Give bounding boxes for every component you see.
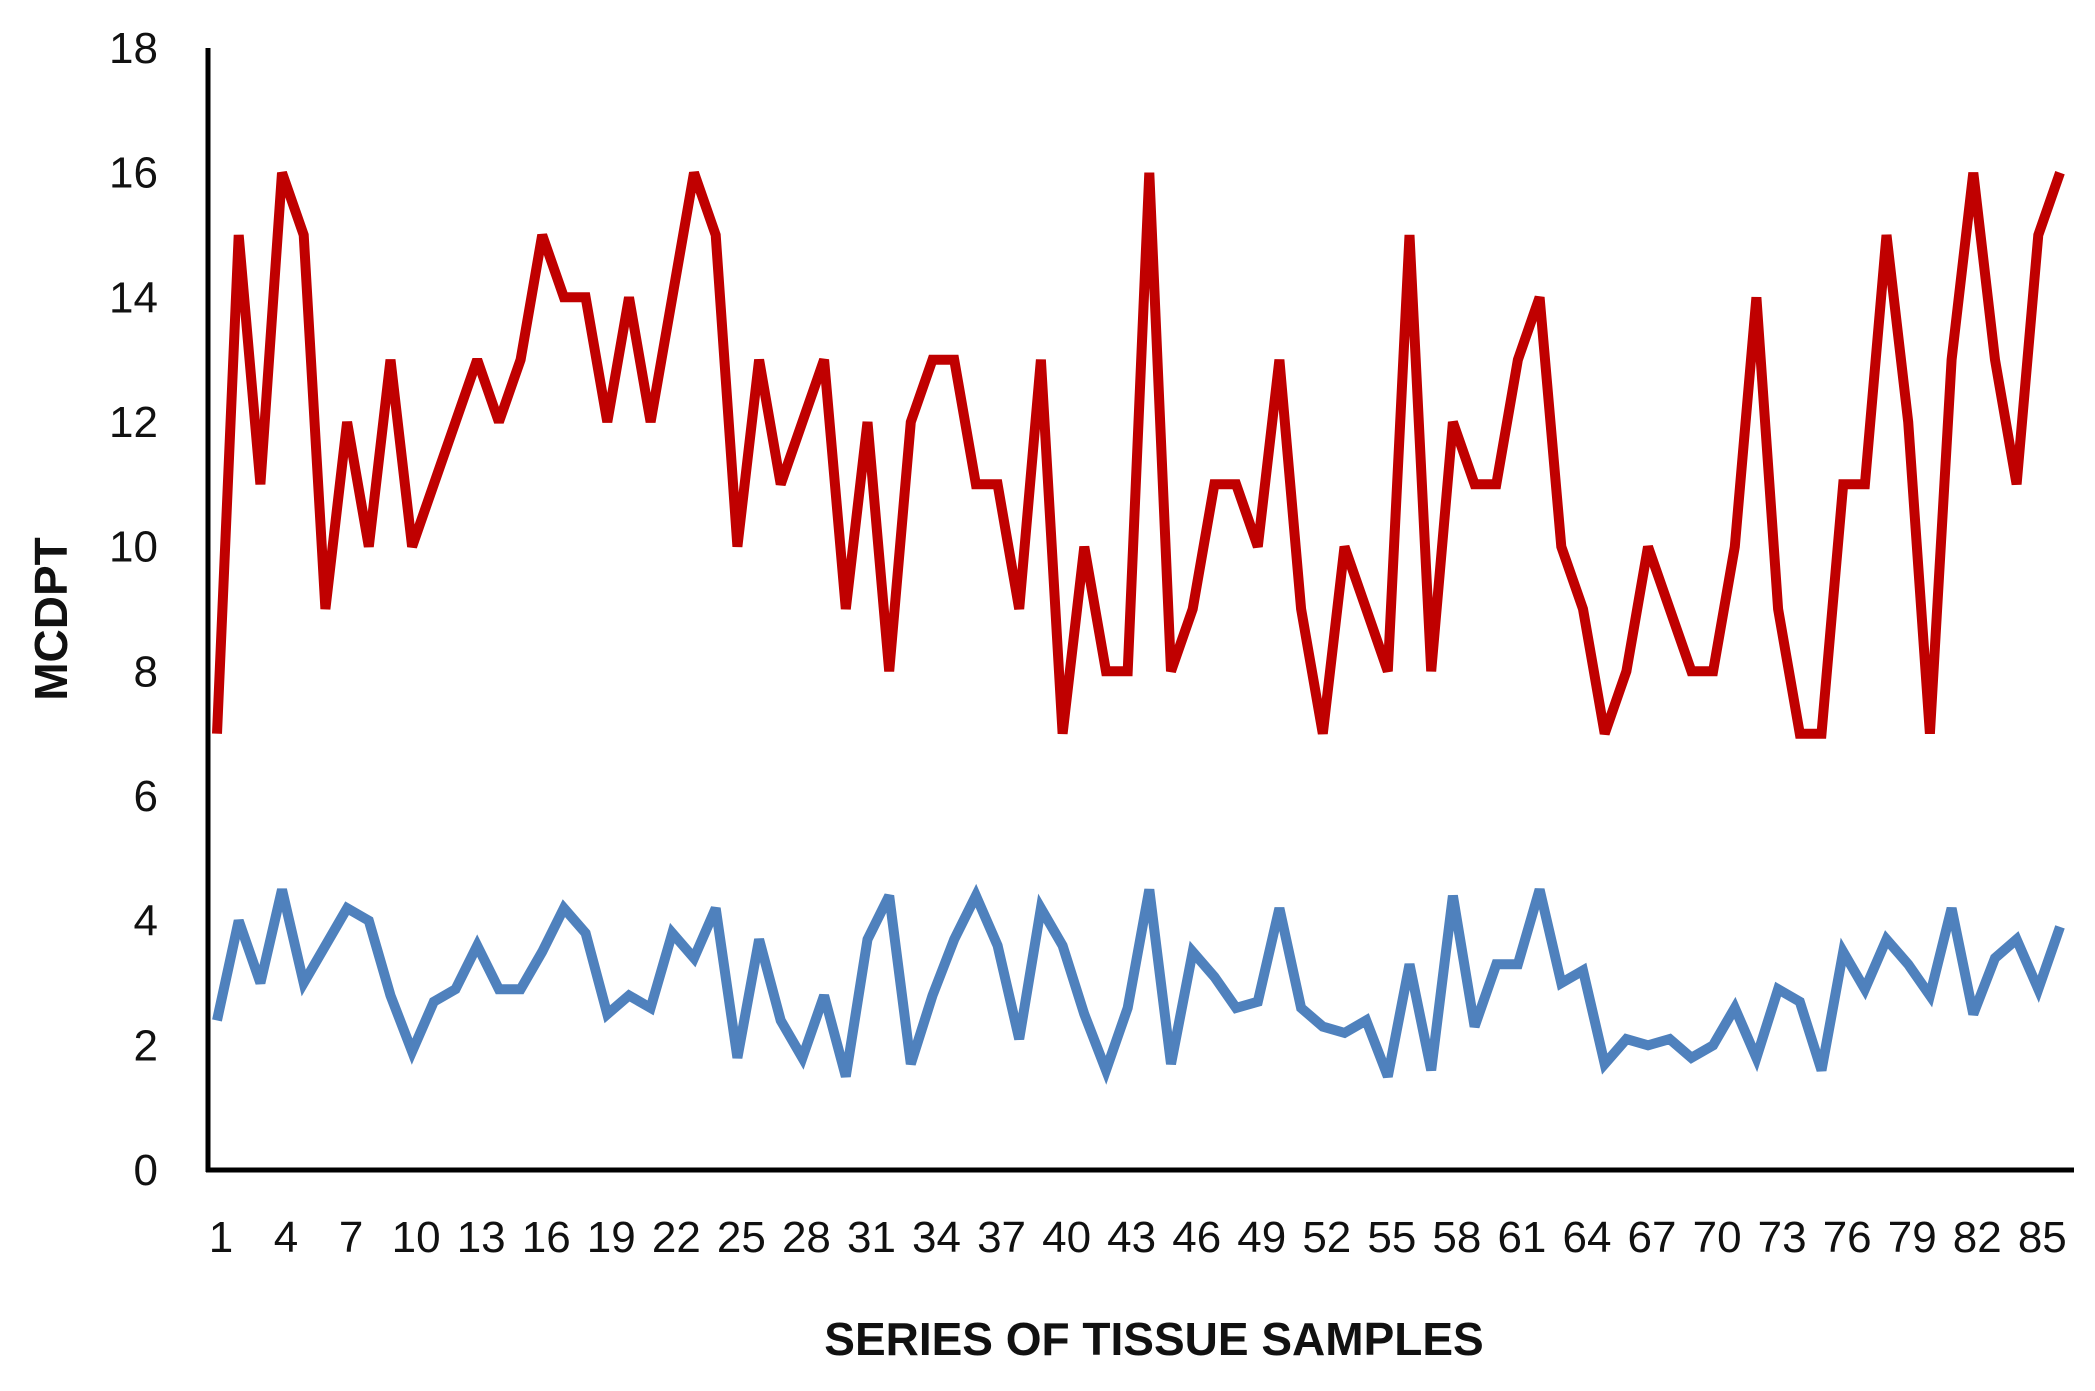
x-tick-label: 16: [522, 1213, 571, 1262]
x-tick-label: 28: [782, 1213, 831, 1262]
x-tick-label: 13: [457, 1213, 506, 1262]
y-axis-tick-labels: 0 2 4 6 8 10 12 14 16 18: [109, 24, 158, 1195]
series-line-2: [212, 883, 2065, 1085]
x-tick-label: 67: [1628, 1213, 1677, 1262]
y-tick-label: 4: [134, 897, 158, 946]
x-tick-label: 49: [1237, 1213, 1286, 1262]
x-tick-label: 31: [847, 1213, 896, 1262]
y-tick-label: 8: [134, 647, 158, 696]
x-tick-label: 82: [1953, 1213, 2002, 1262]
y-tick-label: 2: [134, 1021, 158, 1070]
x-tick-label: 40: [1042, 1213, 1091, 1262]
y-tick-label: 12: [109, 398, 158, 447]
x-tick-label: 70: [1693, 1213, 1742, 1262]
x-tick-label: 85: [2018, 1213, 2067, 1262]
x-tick-label: 7: [339, 1213, 363, 1262]
x-tick-label: 1: [209, 1213, 233, 1262]
x-tick-label: 58: [1432, 1213, 1481, 1262]
series-line-1: [212, 171, 2065, 739]
x-tick-label: 34: [912, 1213, 961, 1262]
x-tick-label: 19: [587, 1213, 636, 1262]
x-axis-tick-labels: 1 4 7 10 13 16 19 22 25 28 31 34 37 40 43 46 49 52 55 58 61 6…: [209, 1213, 2067, 1262]
y-tick-label: 16: [109, 149, 158, 198]
y-tick-label: 0: [134, 1146, 158, 1195]
x-tick-label: 22: [652, 1213, 701, 1262]
x-tick-label: 61: [1497, 1213, 1546, 1262]
y-tick-label: 14: [109, 273, 158, 322]
y-tick-label: 18: [109, 24, 158, 73]
x-tick-label: 64: [1563, 1213, 1612, 1262]
x-axis-title: SERIES OF TISSUE SAMPLES: [824, 1313, 1483, 1365]
y-tick-label: 10: [109, 523, 158, 572]
x-tick-label: 37: [977, 1213, 1026, 1262]
x-tick-label: 79: [1888, 1213, 1937, 1262]
y-axis-title: MCDPT: [25, 537, 77, 701]
x-tick-label: 25: [717, 1213, 766, 1262]
x-tick-label: 76: [1823, 1213, 1872, 1262]
x-tick-label: 46: [1172, 1213, 1221, 1262]
y-tick-label: 6: [134, 772, 158, 821]
x-tick-label: 4: [274, 1213, 298, 1262]
series-layer: [212, 171, 2065, 1085]
x-tick-label: 52: [1302, 1213, 1351, 1262]
x-tick-label: 43: [1107, 1213, 1156, 1262]
x-tick-label: 73: [1758, 1213, 1807, 1262]
x-tick-label: 10: [392, 1213, 441, 1262]
x-tick-label: 55: [1367, 1213, 1416, 1262]
